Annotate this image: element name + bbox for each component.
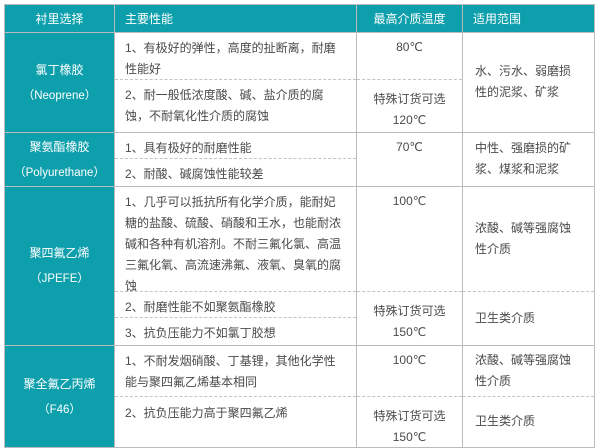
temperature-value: 150℃: [392, 430, 427, 444]
column-header-lining-selection: 衬里选择: [4, 4, 115, 33]
performance-item: 2、耐磨性能不如聚氨酯橡胶: [115, 292, 356, 318]
performance-item: 2、抗负压能力高于聚四氟乙烯: [125, 406, 288, 420]
table-row: 聚四氟乙烯 （JPEFE） 1、几乎可以抵抗所有化学介质，能耐妃糖的盐酸、硫酸、…: [4, 186, 595, 346]
material-name-en: （JPEFE）: [30, 273, 89, 285]
performance-cell-neoprene: 1、有极好的弹性，高度的扯断离，耐磨性能好 2、耐一般低浓度酸、碱、盐介质的腐蚀…: [114, 32, 357, 133]
temperature-cell-jpefe: 100℃ 特殊订货可选 150℃: [356, 186, 463, 346]
performance-item: 1、不耐发烟硝酸、丁基锂，其他化学性能与聚四氟乙烯基本相同: [115, 346, 356, 397]
scope-item: 水、污水、弱磨损性的泥浆、矿浆: [475, 64, 572, 99]
performance-item: 2、耐一般低浓度酸、碱、盐介质的腐蚀，不耐氧化性介质的腐蚀: [125, 88, 324, 123]
performance-item: 1、具有极好的耐磨性能: [115, 133, 356, 159]
performance-cell-polyurethane: 1、具有极好的耐磨性能 2、耐酸、碱腐蚀性能较差: [114, 132, 357, 187]
performance-item: 1、几乎可以抵抗所有化学介质，能耐妃糖的盐酸、硫酸、硝酸和王水，也能耐浓碱和各种…: [115, 187, 356, 293]
temperature-item: 100℃: [357, 346, 462, 397]
material-name-en: （F46）: [38, 403, 81, 416]
performance-item: 2、耐酸、碱腐蚀性能较差: [125, 167, 264, 181]
temperature-item: 70℃: [357, 133, 462, 186]
column-header-main-performance: 主要性能: [114, 4, 357, 33]
scope-cell-neoprene: 水、污水、弱磨损性的泥浆、矿浆: [462, 32, 595, 133]
performance-cell-f46: 1、不耐发烟硝酸、丁基锂，其他化学性能与聚四氟乙烯基本相同 2、抗负压能力高于聚…: [114, 345, 357, 448]
temperature-item: 特殊订货可选 150℃: [357, 397, 462, 447]
table-header-row: 衬里选择 主要性能 最高介质温度 适用范围: [4, 4, 595, 33]
scope-item: 浓酸、碱等强腐蚀性介质: [463, 187, 594, 292]
temperature-cell-polyurethane: 70℃: [356, 132, 463, 187]
temperature-cell-neoprene: 80℃ 特殊订货可选 120℃: [356, 32, 463, 133]
column-header-application-scope: 适用范围: [462, 4, 595, 33]
temperature-item: 特殊订货可选 150℃: [357, 292, 462, 345]
temperature-value: 100℃: [392, 194, 427, 208]
scope-item: 中性、强磨损的矿浆、煤浆和泥浆: [475, 141, 572, 176]
column-header-max-medium-temperature: 最高介质温度: [356, 4, 463, 33]
performance-cell-jpefe: 1、几乎可以抵抗所有化学介质，能耐妃糖的盐酸、硫酸、硝酸和王水，也能耐浓碱和各种…: [114, 186, 357, 346]
scope-item: 卫生类介质: [475, 310, 536, 325]
material-name-cn: 聚四氟乙烯: [29, 246, 90, 260]
lining-selection-table-container: 衬里选择 主要性能 最高介质温度 适用范围 氯丁橡胶 （Neoprene） 1、…: [4, 4, 595, 448]
temperature-value: 70℃: [396, 140, 423, 154]
temperature-item: 特殊订货可选 120℃: [357, 80, 462, 132]
temperature-item: 100℃: [357, 187, 462, 292]
temperature-note: 特殊订货可选: [373, 304, 446, 318]
table-row: 聚氨酯橡胶 （Polyurethane） 1、具有极好的耐磨性能 2、耐酸、碱腐…: [4, 132, 595, 187]
material-cell-jpefe: 聚四氟乙烯 （JPEFE）: [4, 186, 115, 346]
material-cell-neoprene: 氯丁橡胶 （Neoprene）: [4, 32, 115, 133]
scope-item: 浓酸、碱等强腐蚀性介质: [463, 346, 594, 397]
material-name-cn: 聚全氟乙丙烯: [23, 376, 96, 391]
temperature-value: 120℃: [392, 113, 427, 127]
material-name-cn: 聚氨酯橡胶: [29, 139, 90, 154]
material-name-en: （Polyurethane）: [14, 166, 105, 179]
temperature-note: 特殊订货可选: [373, 409, 446, 423]
material-cell-f46: 聚全氟乙丙烯 （F46）: [4, 345, 115, 448]
lining-selection-table: 衬里选择 主要性能 最高介质温度 适用范围 氯丁橡胶 （Neoprene） 1、…: [4, 4, 595, 448]
temperature-item: 80℃: [357, 33, 462, 80]
scope-item: 卫生类介质: [475, 414, 536, 428]
material-name-cn: 氯丁橡胶: [35, 62, 84, 77]
performance-item: 1、有极好的弹性，高度的扯断离，耐磨性能好: [115, 33, 356, 80]
scope-cell-f46: 浓酸、碱等强腐蚀性介质 卫生类介质: [462, 345, 595, 448]
temperature-value: 80℃: [396, 40, 423, 54]
temperature-cell-f46: 100℃ 特殊订货可选 150℃: [356, 345, 463, 448]
table-row: 聚全氟乙丙烯 （F46） 1、不耐发烟硝酸、丁基锂，其他化学性能与聚四氟乙烯基本…: [4, 345, 595, 448]
performance-item: 3、抗负压能力不如氯丁胶想: [125, 326, 276, 340]
scope-cell-jpefe: 浓酸、碱等强腐蚀性介质 卫生类介质: [462, 186, 595, 346]
temperature-value: 100℃: [392, 353, 427, 367]
table-row: 氯丁橡胶 （Neoprene） 1、有极好的弹性，高度的扯断离，耐磨性能好 2、…: [4, 32, 595, 133]
temperature-value: 150℃: [392, 325, 427, 339]
material-name-en: （Neoprene）: [22, 89, 97, 102]
scope-cell-polyurethane: 中性、强磨损的矿浆、煤浆和泥浆: [462, 132, 595, 187]
material-cell-polyurethane: 聚氨酯橡胶 （Polyurethane）: [4, 132, 115, 187]
temperature-note: 特殊订货可选: [373, 92, 446, 106]
